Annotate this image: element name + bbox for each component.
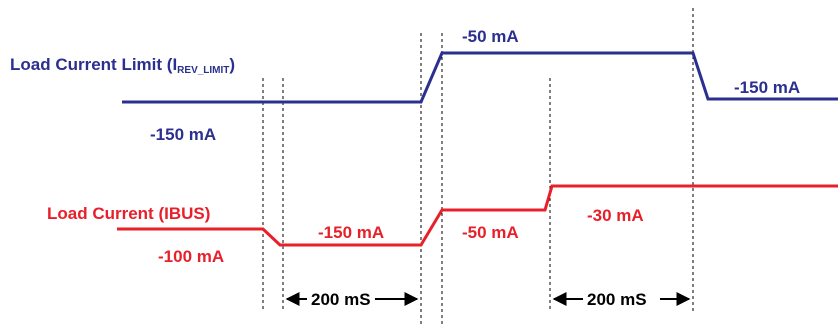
limit-value-final: -150 mA (734, 78, 800, 97)
interval-label-1: 200 mS (311, 290, 371, 309)
load-value-third: -50 mA (462, 223, 519, 242)
limit-value-initial: -150 mA (150, 125, 216, 144)
load-value-fourth: -30 mA (587, 206, 644, 225)
limit-value-raised: -50 mA (462, 27, 519, 46)
load-trace (117, 184, 838, 247)
load-value-initial: -100 mA (158, 247, 224, 266)
load-trace-label: Load Current (IBUS) (47, 204, 210, 223)
limit-trace-label: Load Current Limit (IREV_LIMIT) (10, 55, 235, 76)
interval-label-2: 200 mS (587, 290, 647, 309)
limit-trace (122, 51, 838, 104)
load-value-second: -150 mA (318, 223, 384, 242)
